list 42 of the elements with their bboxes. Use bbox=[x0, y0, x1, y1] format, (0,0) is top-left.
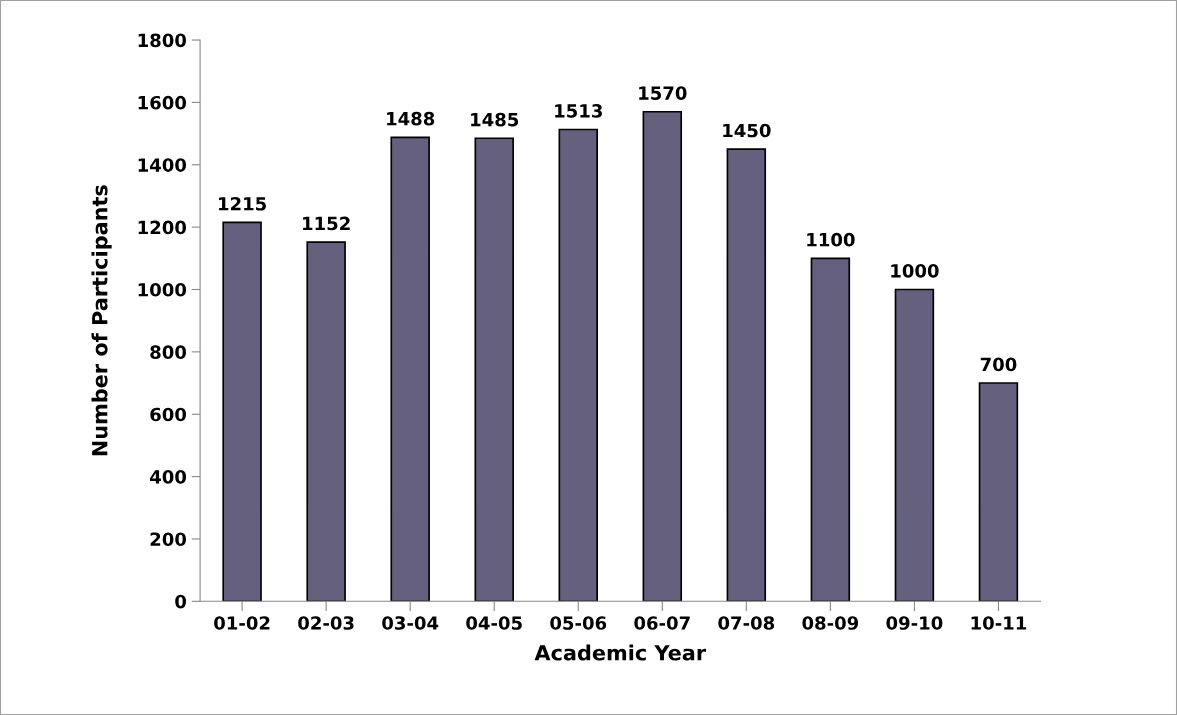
bar bbox=[306, 241, 346, 602]
x-axis-title: Academic Year bbox=[534, 644, 707, 661]
y-tick-label: 600 bbox=[150, 407, 187, 422]
x-tick-label: 06-07 bbox=[634, 616, 690, 630]
bar bbox=[810, 257, 851, 602]
y-tick-label: 1800 bbox=[138, 33, 187, 48]
data-label: 1570 bbox=[639, 86, 687, 100]
data-label: 700 bbox=[980, 357, 1017, 372]
y-axis-title: Number of Participants bbox=[91, 185, 112, 456]
data-label: 1152 bbox=[303, 216, 350, 231]
x-tick-label: 03-04 bbox=[382, 616, 439, 630]
x-tick-label: 01-02 bbox=[214, 616, 270, 630]
bar bbox=[474, 137, 514, 602]
bar bbox=[726, 148, 767, 602]
bar bbox=[978, 382, 1019, 602]
data-label: 1100 bbox=[807, 232, 855, 247]
x-tick-label: 08-09 bbox=[802, 616, 859, 630]
y-tick-label: 1200 bbox=[138, 220, 187, 235]
data-label: 1513 bbox=[555, 104, 602, 118]
data-label: 1215 bbox=[219, 196, 266, 211]
x-tick-label: 05-06 bbox=[550, 616, 607, 630]
x-tick-label: 10-11 bbox=[971, 616, 1027, 630]
y-tick-label: 400 bbox=[150, 470, 187, 484]
data-label: 1485 bbox=[471, 112, 519, 127]
x-tick-label: 02-03 bbox=[298, 616, 354, 630]
data-label: 1450 bbox=[723, 123, 771, 138]
data-label: 1488 bbox=[387, 111, 435, 126]
y-tick-label: 200 bbox=[150, 532, 187, 547]
y-tick-label: 1600 bbox=[138, 95, 187, 110]
y-tick-label: 1400 bbox=[138, 158, 187, 172]
data-label: 1000 bbox=[891, 264, 939, 278]
bar bbox=[222, 221, 262, 602]
y-tick-label: 0 bbox=[175, 594, 187, 609]
bar bbox=[642, 110, 683, 602]
bar bbox=[558, 128, 599, 602]
x-tick-label: 07-08 bbox=[718, 616, 775, 630]
y-tick-label: 800 bbox=[150, 345, 187, 359]
x-tick-label: 09-10 bbox=[886, 616, 943, 630]
y-tick-label: 1000 bbox=[138, 282, 187, 297]
bar bbox=[894, 288, 935, 602]
bar bbox=[390, 136, 430, 602]
x-tick-label: 04-05 bbox=[466, 616, 522, 630]
